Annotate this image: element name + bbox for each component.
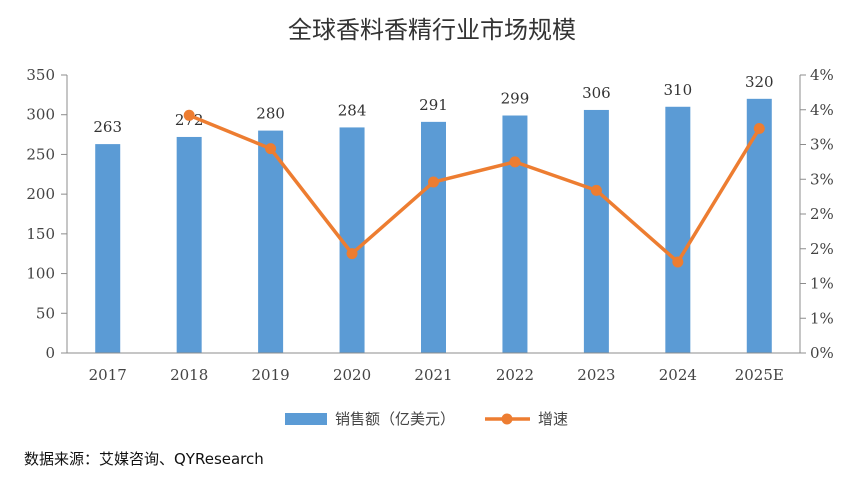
bar-data-label: 320: [745, 73, 774, 91]
chart-title: 全球香料香精行业市场规模: [288, 16, 576, 44]
x-tick-label: 2018: [170, 366, 208, 384]
bar: [746, 98, 772, 353]
left-y-axis: 0 50 100 150 200 250 300 350: [26, 66, 68, 362]
growth-point: [346, 248, 358, 260]
right-tick-label: 2%: [810, 205, 834, 223]
right-y-axis: 0% 1% 1% 2% 2% 3% 3% 4% 4%: [799, 66, 834, 362]
legend-bar-label: 销售额（亿美元）: [335, 410, 455, 428]
left-tick-label: 0: [45, 344, 55, 362]
growth-point: [509, 156, 521, 168]
right-tick-label: 2%: [810, 240, 834, 258]
growth-line: [188, 113, 761, 264]
bar: [665, 106, 691, 354]
x-tick-label: 2017: [89, 366, 127, 384]
right-tick-label: 3%: [810, 170, 834, 188]
right-tick-label: 4%: [810, 101, 834, 119]
legend-line-label: 增速: [538, 410, 568, 428]
left-tick-label: 350: [26, 66, 55, 84]
bar-data-label: 291: [419, 96, 448, 114]
right-tick-label: 3%: [810, 136, 834, 154]
bar: [421, 121, 446, 353]
left-tick-label: 250: [26, 145, 55, 163]
bar-series: [95, 98, 772, 354]
legend: 销售额（亿美元） 增速: [285, 410, 568, 428]
bar-data-label: 310: [664, 81, 693, 99]
x-tick-label: 2023: [577, 366, 615, 384]
legend-line-marker: [501, 413, 513, 425]
x-tick-label: 2024: [659, 366, 697, 384]
bar-data-label: 284: [338, 101, 367, 119]
right-tick-label: 0%: [810, 344, 834, 362]
x-tick-label: 2025E: [735, 366, 784, 384]
left-tick-label: 100: [26, 265, 55, 283]
right-tick-label: 1%: [810, 309, 834, 327]
right-tick-label: 4%: [810, 66, 834, 84]
bar: [583, 109, 609, 353]
right-tick-label: 1%: [810, 275, 834, 293]
bar: [502, 115, 528, 353]
bar-data-labels: 263272280284291299306310320: [93, 73, 773, 136]
x-tick-label: 2019: [252, 366, 290, 384]
growth-point: [753, 123, 765, 135]
bar-data-label: 280: [256, 105, 285, 123]
left-tick-label: 300: [26, 106, 55, 124]
x-tick-label: 2021: [414, 366, 452, 384]
growth-point: [590, 184, 602, 196]
bar-data-label: 306: [582, 84, 611, 102]
growth-point: [265, 143, 277, 155]
bar: [95, 144, 121, 353]
growth-point: [183, 109, 195, 121]
line-series: [183, 109, 765, 268]
x-axis: 2017 2018 2019 2020 2021 2022 2023 2024 2025E: [67, 352, 800, 384]
x-tick-label: 2022: [496, 366, 534, 384]
left-tick-label: 200: [26, 185, 55, 203]
source-note: 数据来源：艾媒咨询、QYResearch: [24, 450, 264, 468]
legend-bar-swatch: [285, 413, 327, 425]
left-tick-label: 150: [26, 225, 55, 243]
bar: [176, 136, 202, 353]
growth-point: [672, 256, 684, 268]
growth-point: [428, 176, 439, 188]
bar-data-label: 299: [501, 90, 530, 108]
bar: [258, 130, 284, 353]
bar-data-label: 263: [93, 118, 122, 136]
x-tick-label: 2020: [333, 366, 371, 384]
left-tick-label: 50: [36, 304, 55, 322]
